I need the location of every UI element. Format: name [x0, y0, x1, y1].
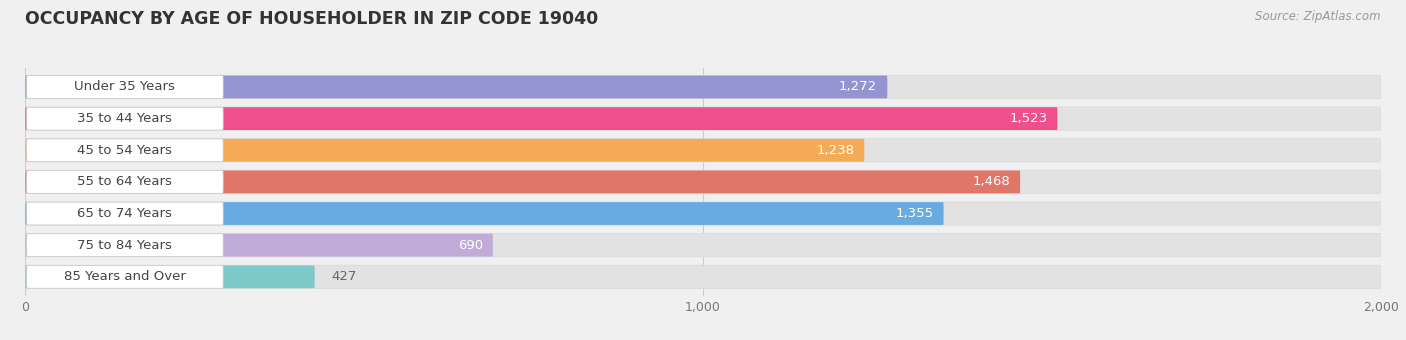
FancyBboxPatch shape [25, 139, 1381, 162]
Text: 65 to 74 Years: 65 to 74 Years [77, 207, 173, 220]
Text: 1,355: 1,355 [896, 207, 934, 220]
Text: 55 to 64 Years: 55 to 64 Years [77, 175, 173, 188]
FancyBboxPatch shape [25, 171, 1381, 193]
Text: 75 to 84 Years: 75 to 84 Years [77, 239, 173, 252]
FancyBboxPatch shape [25, 75, 1381, 98]
Text: 45 to 54 Years: 45 to 54 Years [77, 144, 173, 157]
Text: 35 to 44 Years: 35 to 44 Years [77, 112, 173, 125]
FancyBboxPatch shape [25, 266, 1381, 288]
FancyBboxPatch shape [25, 170, 1381, 194]
FancyBboxPatch shape [25, 107, 1381, 130]
FancyBboxPatch shape [25, 233, 1381, 257]
FancyBboxPatch shape [25, 202, 1381, 225]
FancyBboxPatch shape [27, 107, 224, 130]
FancyBboxPatch shape [25, 202, 1381, 225]
FancyBboxPatch shape [25, 138, 1381, 162]
FancyBboxPatch shape [25, 234, 1381, 257]
Text: 1,238: 1,238 [815, 144, 853, 157]
FancyBboxPatch shape [25, 107, 1057, 130]
FancyBboxPatch shape [27, 75, 224, 98]
FancyBboxPatch shape [25, 75, 1381, 99]
FancyBboxPatch shape [25, 107, 1381, 131]
FancyBboxPatch shape [25, 75, 887, 98]
Text: OCCUPANCY BY AGE OF HOUSEHOLDER IN ZIP CODE 19040: OCCUPANCY BY AGE OF HOUSEHOLDER IN ZIP C… [25, 10, 599, 28]
Text: 1,272: 1,272 [839, 81, 877, 94]
Text: Source: ZipAtlas.com: Source: ZipAtlas.com [1256, 10, 1381, 23]
Text: 1,468: 1,468 [972, 175, 1010, 188]
FancyBboxPatch shape [25, 266, 315, 288]
FancyBboxPatch shape [27, 202, 224, 225]
FancyBboxPatch shape [25, 171, 1021, 193]
FancyBboxPatch shape [25, 265, 1381, 289]
FancyBboxPatch shape [25, 139, 865, 162]
Text: 1,523: 1,523 [1010, 112, 1047, 125]
FancyBboxPatch shape [27, 171, 224, 193]
Text: 85 Years and Over: 85 Years and Over [65, 270, 186, 283]
FancyBboxPatch shape [27, 234, 224, 257]
Text: 690: 690 [457, 239, 482, 252]
FancyBboxPatch shape [27, 266, 224, 288]
Text: Under 35 Years: Under 35 Years [75, 81, 176, 94]
Text: 427: 427 [332, 270, 357, 283]
FancyBboxPatch shape [25, 202, 943, 225]
FancyBboxPatch shape [27, 139, 224, 162]
FancyBboxPatch shape [25, 234, 494, 257]
